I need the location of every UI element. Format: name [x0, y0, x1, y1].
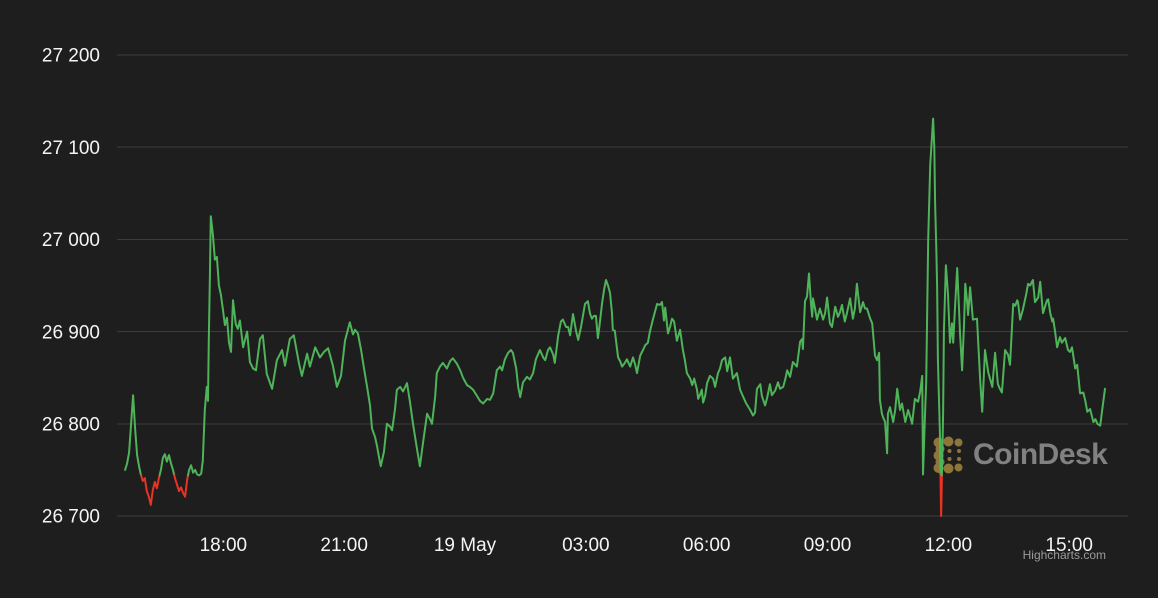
price-line-down-segment — [140, 474, 161, 506]
x-axis-label: 19 May — [434, 535, 497, 556]
y-axis-label: 26 900 — [42, 322, 100, 343]
highcharts-credit-link[interactable]: Highcharts.com — [1022, 548, 1106, 562]
logo-dot — [957, 457, 961, 461]
y-axis-label: 27 000 — [42, 230, 100, 251]
y-axis-label: 26 700 — [42, 507, 100, 528]
price-line-up-segment — [158, 453, 176, 477]
price-line-up-segment — [187, 117, 942, 477]
price-line-up-segment — [940, 264, 1106, 477]
logo-dot — [943, 463, 954, 474]
logo-dot — [954, 463, 963, 472]
logo-dot — [943, 436, 954, 447]
x-axis-label: 09:00 — [804, 535, 852, 556]
logo-dot — [947, 449, 952, 453]
y-axis-label: 27 100 — [42, 138, 100, 159]
y-axis-label: 27 200 — [42, 46, 100, 67]
y-axis-label: 26 800 — [42, 414, 100, 435]
x-axis-label: 03:00 — [562, 535, 610, 556]
logo-dot — [957, 449, 961, 453]
logo-dot — [954, 438, 963, 447]
coindesk-logo-text: CoinDesk — [973, 438, 1108, 471]
price-line-up-segment — [124, 394, 143, 477]
x-axis-label: 12:00 — [925, 535, 973, 556]
price-line-down-segment — [939, 474, 943, 517]
x-axis-label: 21:00 — [320, 535, 368, 556]
x-axis-label: 18:00 — [200, 535, 248, 556]
price-line-down-segment — [173, 474, 189, 498]
x-axis-label: 06:00 — [683, 535, 731, 556]
logo-dot — [947, 457, 952, 461]
x-axis-label: 15:00 — [1045, 535, 1093, 556]
